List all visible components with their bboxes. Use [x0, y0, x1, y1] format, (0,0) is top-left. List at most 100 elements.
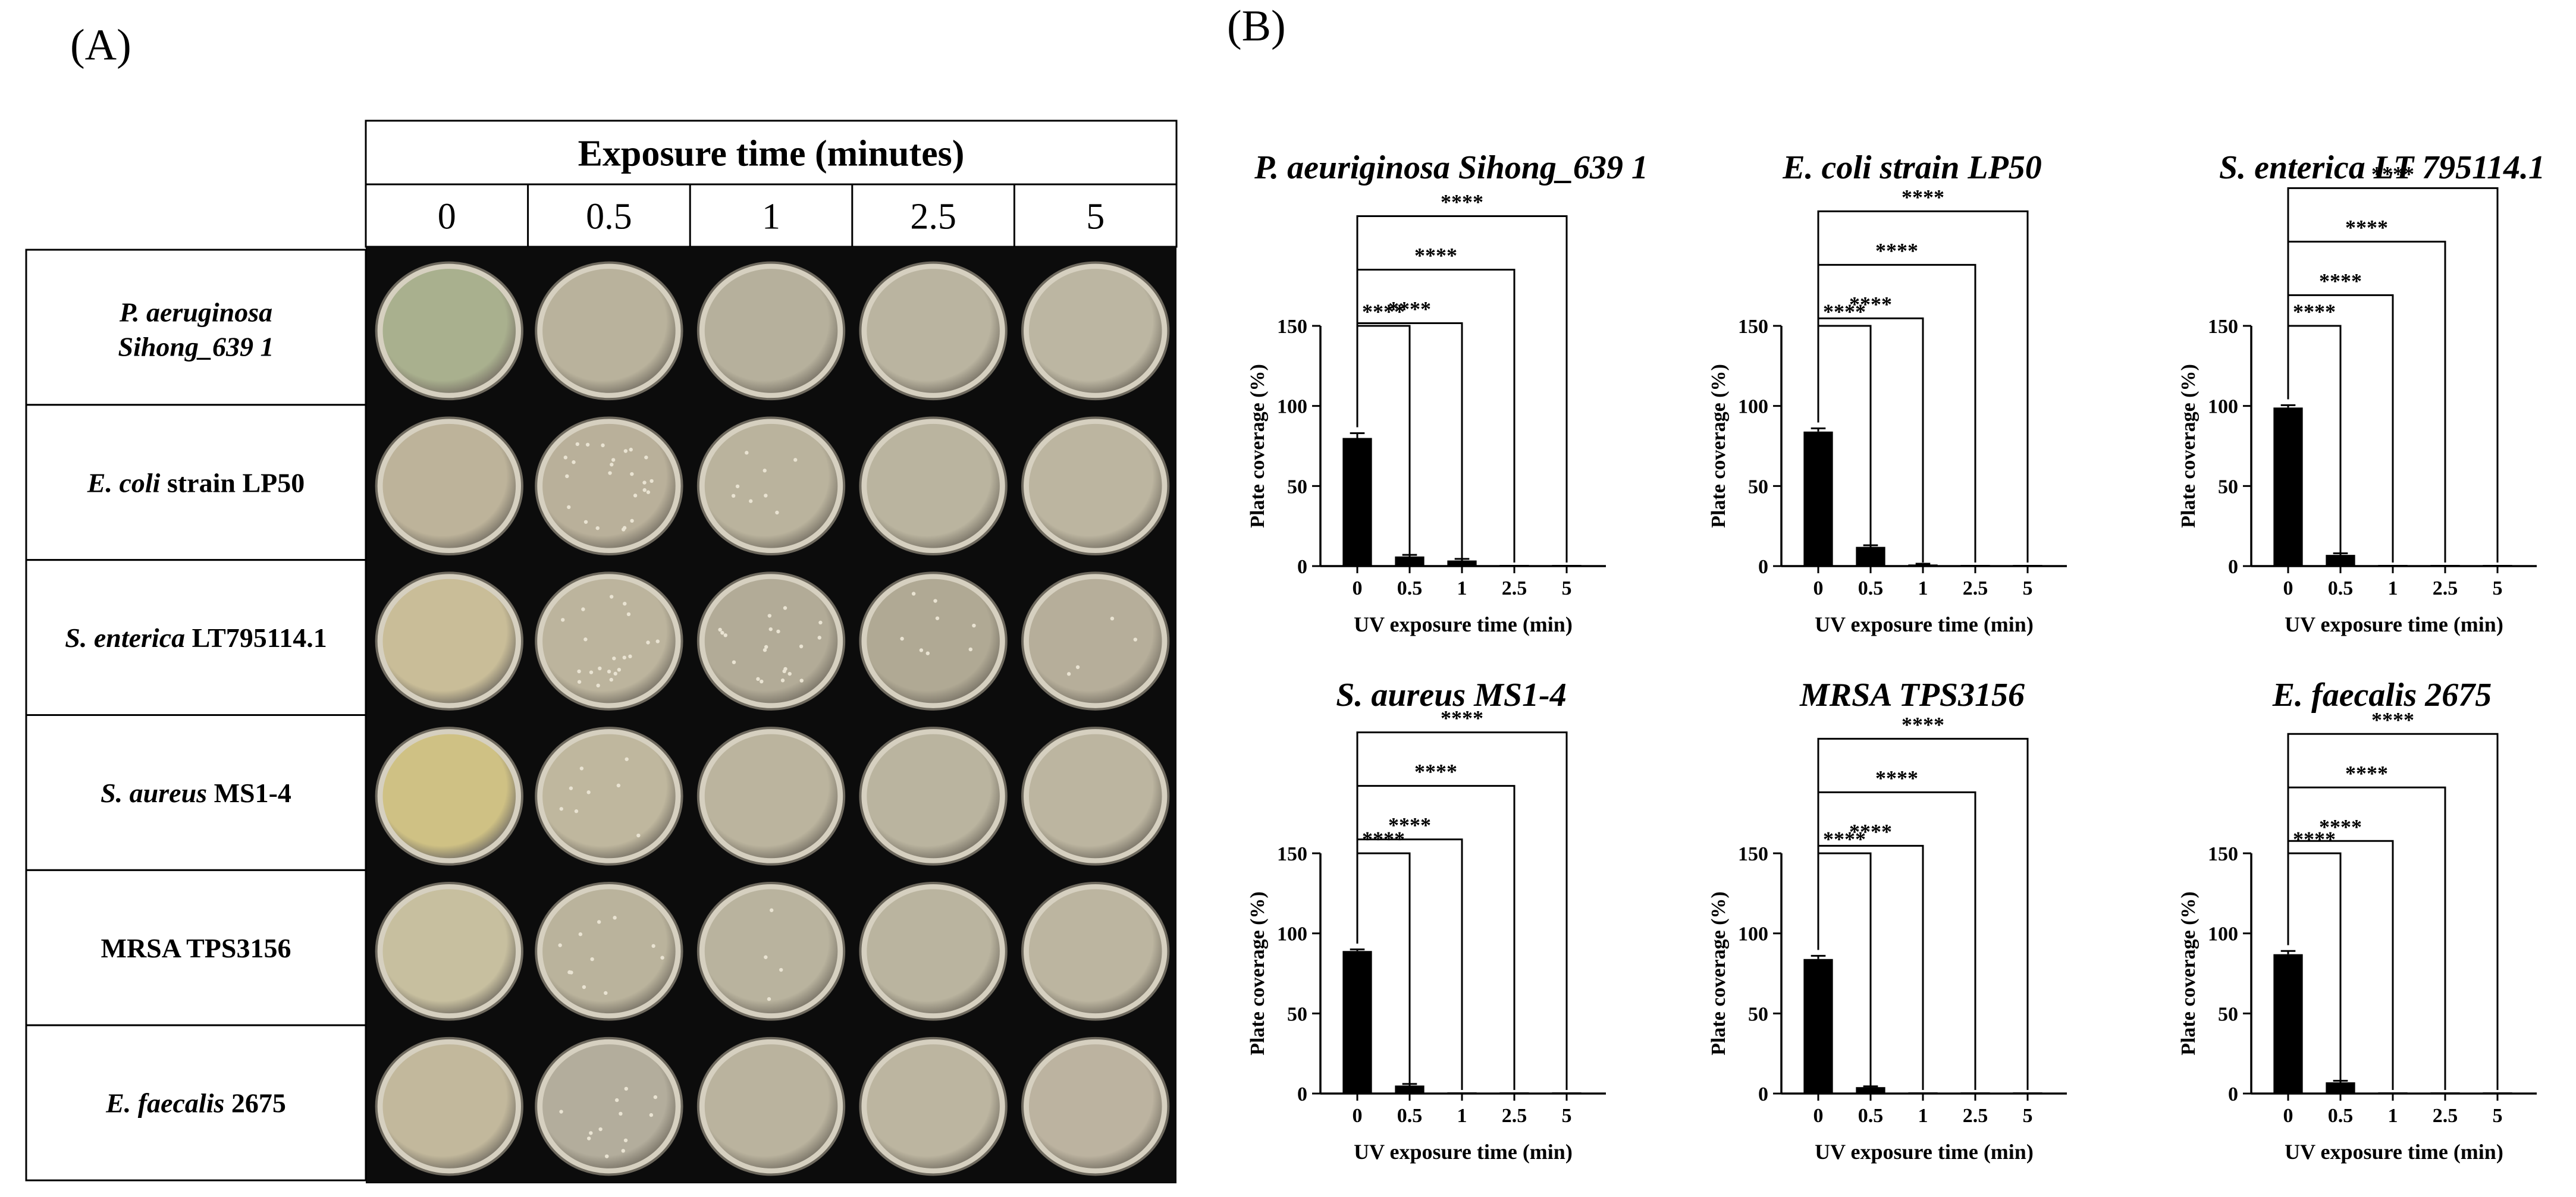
colony-dot — [577, 680, 582, 684]
colony-dot — [935, 616, 940, 620]
x-tick-label: 1 — [1457, 577, 1467, 599]
y-axis-label: Plate coverage (%) — [1247, 364, 1269, 528]
colony-dot — [577, 669, 581, 674]
significance-bracket — [2287, 240, 2446, 563]
strain-species: E. coli — [87, 467, 161, 498]
colony-dot — [608, 471, 612, 475]
y-tick-label: 100 — [1738, 923, 1768, 945]
bar — [2430, 1092, 2460, 1094]
x-tick-label: 1 — [1918, 1105, 1928, 1127]
y-axis-label: Plate coverage (%) — [1708, 891, 1730, 1055]
colony-dot — [1075, 665, 1080, 670]
colony-dot — [731, 494, 736, 498]
y-tick-label: 50 — [1287, 1003, 1307, 1025]
colony-dot — [779, 967, 783, 972]
colony-dot — [589, 1131, 593, 1135]
colony-dot — [569, 970, 573, 975]
colony-dot — [793, 458, 798, 462]
significance-label: **** — [1823, 827, 1866, 851]
colony-dot — [626, 612, 631, 617]
x-axis-label: UV exposure time (min) — [1815, 612, 2034, 636]
strain-label: E. coli strain LP50 — [87, 467, 305, 498]
x-tick-label: 1 — [2388, 577, 2398, 599]
chart-title: S. aureus MS1-4 — [1336, 677, 1566, 714]
colony-dot — [735, 484, 740, 489]
colony-dot — [764, 955, 768, 959]
colony-dot — [972, 623, 976, 628]
x-axis-label: UV exposure time (min) — [2285, 612, 2503, 636]
time-column-label: 2.5 — [910, 197, 956, 237]
x-tick-label: 0.5 — [1858, 577, 1884, 599]
colony-dot — [604, 991, 608, 995]
significance-label: **** — [1441, 190, 1483, 213]
colony-dot — [589, 670, 594, 674]
colony-dot — [769, 908, 774, 912]
bar — [2378, 565, 2408, 566]
colony-dot — [650, 479, 654, 483]
bar — [1499, 1092, 1529, 1094]
significance-label: **** — [1388, 297, 1431, 321]
y-tick-label: 100 — [1738, 396, 1768, 418]
bar — [1552, 565, 1582, 566]
colony-dot — [636, 833, 641, 838]
significance-label: **** — [2293, 827, 2336, 851]
bar-chart: P. aeuriginosa Sihong_639 1050100150Plat… — [1247, 149, 1648, 636]
colony-dot — [625, 757, 629, 761]
chart-title: MRSA TPS3156 — [1799, 677, 2025, 714]
y-tick-label: 50 — [2218, 476, 2238, 498]
panel-a-label: (A) — [70, 21, 131, 70]
colony-dot — [612, 656, 616, 661]
colony-dot — [925, 651, 930, 655]
colony-dot — [1110, 616, 1115, 621]
y-tick-label: 100 — [1277, 396, 1307, 418]
y-tick-label: 100 — [1277, 923, 1307, 945]
plate-photo — [366, 247, 1176, 1183]
colony-dot — [767, 614, 772, 618]
significance-label: **** — [1441, 706, 1483, 730]
petri-dish — [542, 579, 676, 703]
bar — [2013, 565, 2042, 566]
y-tick-label: 0 — [2228, 556, 2238, 578]
colony-dot — [623, 601, 627, 606]
plate-grid: Exposure time (minutes) 0 0.5 1 2.5 5 P. aerug… — [25, 120, 1178, 1183]
colony-dot — [968, 647, 972, 652]
colony-dot — [718, 627, 722, 632]
x-tick-label: 5 — [1562, 1105, 1572, 1127]
colony-dot — [767, 997, 771, 1001]
strain-species: E. faecalis — [105, 1088, 224, 1119]
y-tick-label: 0 — [1297, 1083, 1307, 1105]
colony-dot — [611, 458, 616, 462]
colony-dot — [579, 766, 584, 771]
significance-label: **** — [2319, 815, 2362, 838]
colony-dot — [561, 618, 565, 622]
strain-label-box — [25, 869, 367, 1026]
petri-dish — [1028, 579, 1162, 703]
y-tick-label: 0 — [1758, 556, 1768, 578]
strain-label-box — [25, 559, 367, 717]
chart-title: S. enterica LT 795114.1 — [2219, 149, 2545, 186]
y-tick-label: 50 — [1748, 1003, 1768, 1025]
colony-dot — [581, 607, 585, 611]
colony-dot — [572, 460, 576, 464]
colony-dot — [605, 1154, 609, 1158]
significance-label: **** — [2345, 215, 2388, 239]
colony-dot — [621, 1149, 625, 1153]
x-tick-label: 0.5 — [2328, 1105, 2354, 1127]
significance-label: **** — [2293, 300, 2336, 323]
colony-dot — [642, 488, 647, 492]
colony-dot — [782, 669, 786, 674]
petri-dish — [704, 889, 838, 1014]
colony-dot — [653, 1095, 658, 1099]
significance-bracket — [1356, 731, 1568, 1090]
colony-dot — [558, 943, 562, 947]
significance-bracket — [1817, 737, 2029, 1090]
colony-dot — [646, 490, 651, 494]
colony-dot — [1066, 672, 1071, 676]
colony-dot — [619, 1111, 623, 1116]
chart-title: E. coli strain LP50 — [1782, 149, 2042, 186]
petri-dish — [542, 269, 676, 393]
y-tick-label: 150 — [2208, 316, 2238, 338]
